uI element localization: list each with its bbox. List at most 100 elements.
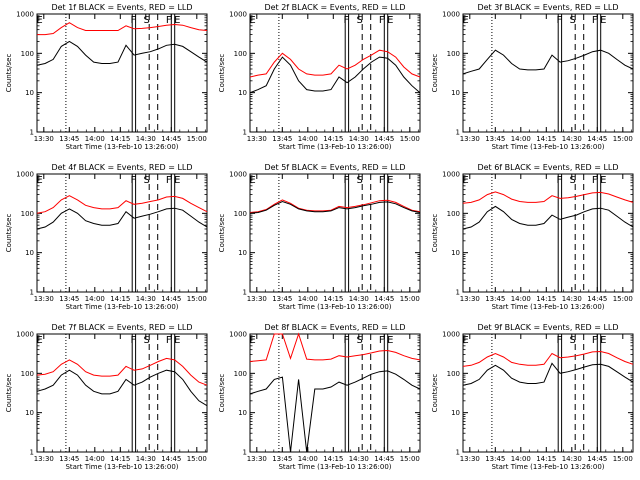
detector-panel-7: Det 7f BLACK = Events, RED = LLD 1 10 100 10…	[5, 323, 208, 471]
y-axis-label: Counts/sec	[5, 54, 13, 93]
y-axis-label: Counts/sec	[218, 214, 226, 253]
event-marker-4: F	[379, 175, 385, 186]
plot-frame	[462, 173, 634, 293]
x-tick-label: 14:00	[85, 455, 105, 463]
x-axis-label: Start Time (13-Feb-10 13:26:00)	[65, 143, 178, 151]
y-tick-label: 100	[21, 50, 34, 58]
x-tick-label: 14:45	[587, 295, 607, 303]
event-marker-4: F	[592, 175, 598, 186]
plot-frame	[36, 333, 208, 453]
event-marker-1: E	[462, 175, 468, 186]
x-tick-label: 15:00	[613, 295, 633, 303]
event-marker-1: E	[36, 175, 42, 186]
detector-panel-3: Det 3f BLACK = Events, RED = LLD 1 10 100 10…	[431, 3, 634, 151]
event-marker-5: E	[174, 15, 180, 26]
x-axis-label: Start Time (13-Feb-10 13:26:00)	[65, 463, 178, 471]
y-tick-label: 100	[234, 50, 247, 58]
events-series-line	[462, 362, 634, 386]
event-marker-4: F	[592, 15, 598, 26]
y-tick-label: 10	[238, 89, 247, 97]
x-tick-label: 13:45	[59, 455, 79, 463]
event-marker-4: F	[166, 15, 172, 26]
x-tick-label: 14:00	[511, 135, 531, 143]
x-axis-label: Start Time (13-Feb-10 13:26:00)	[278, 143, 391, 151]
event-marker-3: S	[143, 175, 149, 186]
y-tick-label: 1	[456, 449, 460, 457]
y-tick-label: 1	[456, 129, 460, 137]
event-marker-3: S	[356, 335, 362, 346]
x-tick-label: 14:15	[536, 135, 556, 143]
y-tick-label: 1000	[229, 331, 247, 339]
x-tick-label: 14:45	[587, 135, 607, 143]
event-marker-5: E	[174, 335, 180, 346]
y-tick-label: 1000	[442, 11, 460, 19]
event-marker-5: E	[600, 335, 606, 346]
x-axis-label: Start Time (13-Feb-10 13:26:00)	[491, 463, 604, 471]
event-marker-4: F	[379, 15, 385, 26]
y-axis-label: Counts/sec	[431, 214, 439, 253]
x-tick-label: 15:00	[613, 135, 633, 143]
event-marker-5: E	[387, 335, 393, 346]
x-tick-label: 14:30	[562, 455, 582, 463]
x-tick-label: 13:30	[247, 135, 267, 143]
event-marker-1: E	[36, 335, 42, 346]
y-tick-label: 1	[243, 289, 247, 297]
event-marker-3: S	[143, 15, 149, 26]
x-tick-label: 14:30	[136, 295, 156, 303]
y-tick-label: 100	[447, 210, 460, 218]
lld-series-line	[462, 191, 634, 204]
y-axis-label: Counts/sec	[218, 54, 226, 93]
x-tick-label: 14:30	[349, 135, 369, 143]
event-marker-2: F	[557, 175, 563, 186]
x-tick-label: 13:45	[59, 135, 79, 143]
y-tick-label: 1000	[229, 11, 247, 19]
lld-series-line	[249, 332, 421, 362]
y-tick-label: 100	[447, 370, 460, 378]
x-tick-label: 14:45	[161, 295, 181, 303]
detector-panel-5: Det 5f BLACK = Events, RED = LLD 1 10 100 10…	[218, 163, 421, 311]
detector-panel-9: Det 9f BLACK = Events, RED = LLD 1 10 100 10…	[431, 323, 634, 471]
y-tick-label: 1	[30, 449, 34, 457]
event-marker-5: E	[387, 15, 393, 26]
y-tick-label: 10	[451, 249, 460, 257]
x-tick-label: 14:15	[323, 455, 343, 463]
events-series-line	[462, 205, 634, 230]
event-marker-1: E	[36, 15, 42, 26]
y-tick-label: 10	[238, 409, 247, 417]
lld-series-line	[36, 357, 208, 386]
y-tick-label: 10	[25, 249, 34, 257]
y-tick-label: 100	[447, 50, 460, 58]
panel-title: Det 5f BLACK = Events, RED = LLD	[264, 163, 405, 172]
y-tick-label: 1	[30, 129, 34, 137]
lld-series-line	[36, 195, 208, 214]
x-tick-label: 15:00	[400, 135, 420, 143]
event-marker-2: F	[131, 175, 137, 186]
event-marker-1: E	[249, 175, 255, 186]
y-tick-label: 1000	[442, 331, 460, 339]
y-tick-label: 1000	[442, 171, 460, 179]
panel-title: Det 1f BLACK = Events, RED = LLD	[51, 3, 192, 12]
plot-frame	[36, 173, 208, 293]
x-tick-label: 15:00	[187, 295, 207, 303]
events-series-line	[249, 200, 421, 214]
y-tick-label: 100	[21, 210, 34, 218]
x-tick-label: 13:45	[485, 135, 505, 143]
x-tick-label: 13:45	[272, 135, 292, 143]
detector-panel-4: Det 4f BLACK = Events, RED = LLD 1 10 100 10…	[5, 163, 208, 311]
x-tick-label: 14:30	[349, 295, 369, 303]
y-axis-label: Counts/sec	[5, 214, 13, 253]
lld-series-line	[249, 49, 421, 78]
x-tick-label: 14:15	[536, 455, 556, 463]
lld-series-line	[249, 199, 421, 213]
y-tick-label: 1	[243, 129, 247, 137]
events-series-line	[36, 40, 208, 66]
x-tick-label: 14:00	[85, 295, 105, 303]
y-tick-label: 1000	[16, 331, 34, 339]
x-tick-label: 14:30	[562, 135, 582, 143]
plot-frame	[462, 13, 634, 133]
x-axis-label: Start Time (13-Feb-10 13:26:00)	[65, 303, 178, 311]
y-tick-label: 1	[30, 289, 34, 297]
x-tick-label: 14:45	[374, 135, 394, 143]
y-tick-label: 100	[234, 370, 247, 378]
